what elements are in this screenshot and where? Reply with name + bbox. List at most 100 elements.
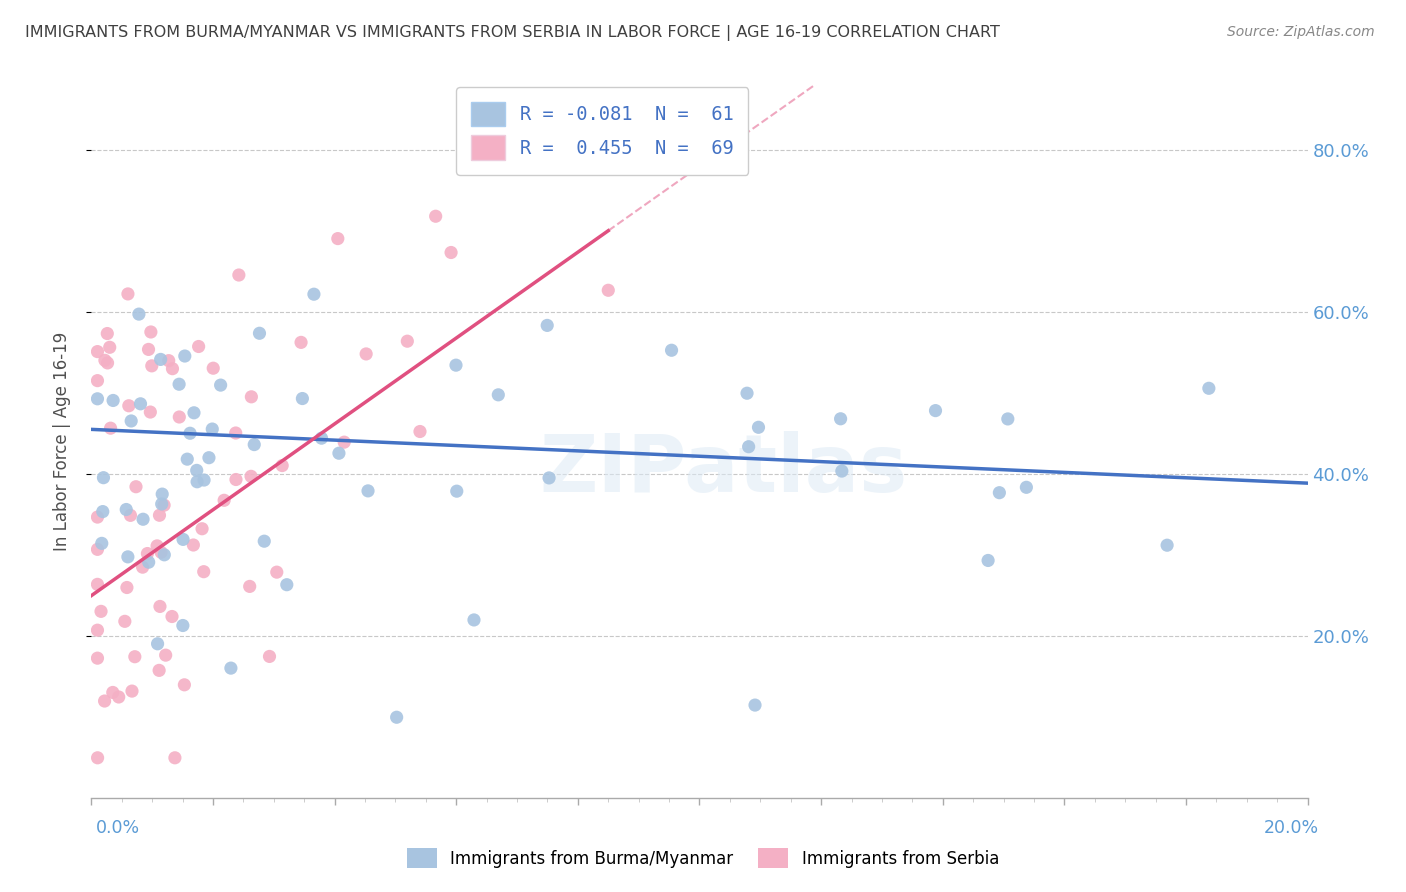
Point [271, 458, 294, 473]
Point [148, 508, 170, 523]
Point [138, 555, 160, 569]
Point [107, 690, 129, 704]
Point [115, 502, 138, 516]
Point [290, 335, 312, 350]
Point [661, 343, 683, 358]
Point [162, 361, 184, 376]
Point [125, 480, 148, 494]
Point [139, 405, 162, 419]
Point [311, 431, 333, 445]
Point [357, 483, 380, 498]
Point [219, 661, 242, 675]
Point [259, 649, 281, 664]
Point [1156, 538, 1178, 552]
Point [150, 497, 173, 511]
Point [128, 307, 150, 321]
Point [598, 283, 620, 297]
Point [86, 577, 108, 591]
Point [831, 464, 853, 478]
Point [243, 437, 266, 451]
Point [117, 549, 139, 564]
Point [96, 356, 118, 370]
Point [183, 406, 205, 420]
Point [747, 420, 769, 434]
Point [202, 361, 225, 376]
Point [90, 536, 112, 550]
Point [187, 339, 209, 353]
Point [193, 473, 215, 487]
Point [86, 542, 108, 557]
Point [193, 565, 215, 579]
Point [86, 651, 108, 665]
Point [101, 685, 124, 699]
Point [191, 522, 214, 536]
Point [333, 435, 356, 450]
Point [132, 512, 155, 526]
Point [86, 751, 108, 765]
Text: 0.0%: 0.0% [96, 819, 139, 837]
Point [498, 94, 520, 108]
Point [150, 487, 173, 501]
Point [155, 648, 177, 662]
Point [118, 399, 141, 413]
Point [86, 374, 108, 388]
Point [173, 349, 195, 363]
Point [1198, 381, 1220, 395]
Text: 20.0%: 20.0% [1264, 819, 1319, 837]
Point [225, 425, 247, 440]
Text: IMMIGRANTS FROM BURMA/MYANMAR VS IMMIGRANTS FROM SERBIA IN LABOR FORCE | AGE 16-: IMMIGRANTS FROM BURMA/MYANMAR VS IMMIGRA… [25, 25, 1000, 41]
Point [98, 340, 121, 354]
Point [239, 579, 262, 593]
Point [101, 393, 124, 408]
Point [86, 392, 108, 406]
Point [146, 539, 169, 553]
Point [172, 618, 194, 632]
Point [146, 637, 169, 651]
Point [176, 452, 198, 467]
Point [150, 545, 173, 559]
Point [138, 343, 160, 357]
Point [117, 287, 139, 301]
Point [169, 409, 191, 424]
Point [160, 609, 183, 624]
Point [240, 390, 263, 404]
Point [988, 485, 1011, 500]
Point [148, 664, 170, 678]
Point [124, 649, 146, 664]
Point [249, 326, 271, 341]
Point [120, 414, 142, 428]
Point [141, 359, 163, 373]
Point [91, 505, 114, 519]
Point [167, 377, 190, 392]
Point [266, 565, 288, 579]
Point [149, 352, 172, 367]
Point [212, 493, 235, 508]
Point [114, 615, 136, 629]
Point [291, 392, 314, 406]
Point [830, 411, 852, 425]
Point [440, 245, 463, 260]
Point [385, 710, 408, 724]
Point [198, 450, 221, 465]
Point [153, 548, 176, 562]
Point [131, 560, 153, 574]
Point [183, 538, 205, 552]
Point [735, 386, 758, 401]
Point [93, 694, 115, 708]
Point [924, 403, 946, 417]
Point [129, 397, 152, 411]
Point [179, 426, 201, 441]
Point [997, 412, 1019, 426]
Point [425, 209, 447, 223]
Point [173, 678, 195, 692]
Point [444, 358, 467, 372]
Point [225, 473, 247, 487]
Point [409, 425, 432, 439]
Point [538, 471, 561, 485]
Text: ZIPatlas: ZIPatlas [540, 431, 908, 509]
Legend: Immigrants from Burma/Myanmar, Immigrants from Serbia: Immigrants from Burma/Myanmar, Immigrant… [398, 839, 1008, 877]
Point [94, 353, 117, 368]
Point [153, 498, 176, 512]
Point [139, 325, 162, 339]
Text: Source: ZipAtlas.com: Source: ZipAtlas.com [1227, 25, 1375, 39]
